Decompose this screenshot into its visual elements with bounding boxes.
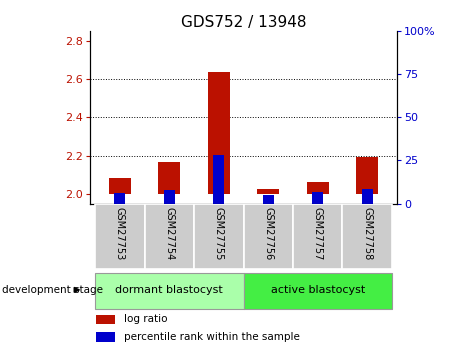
Bar	[312, 192, 323, 204]
Bar	[362, 189, 373, 204]
Bar	[95, 273, 244, 308]
Bar	[263, 195, 274, 204]
Text: GSM27754: GSM27754	[164, 207, 175, 260]
Bar	[257, 189, 280, 194]
Bar	[97, 315, 115, 324]
Bar	[109, 178, 131, 194]
Text: GSM27756: GSM27756	[263, 207, 273, 260]
Bar	[194, 204, 244, 269]
Bar	[213, 155, 224, 204]
Bar	[244, 273, 392, 308]
Bar	[97, 332, 115, 342]
Title: GDS752 / 13948: GDS752 / 13948	[181, 15, 306, 30]
Bar	[145, 204, 194, 269]
Text: log ratio: log ratio	[124, 315, 167, 324]
Bar	[244, 204, 293, 269]
Bar	[158, 162, 180, 194]
Text: GSM27753: GSM27753	[115, 207, 125, 260]
Bar	[342, 204, 392, 269]
Bar	[356, 157, 378, 194]
Text: GSM27755: GSM27755	[214, 207, 224, 260]
Bar	[293, 204, 342, 269]
Text: active blastocyst: active blastocyst	[271, 285, 365, 295]
Text: dormant blastocyst: dormant blastocyst	[115, 285, 223, 295]
Bar	[95, 204, 145, 269]
Text: percentile rank within the sample: percentile rank within the sample	[124, 332, 300, 342]
Bar	[307, 181, 329, 194]
Bar	[115, 193, 125, 204]
Text: GSM27757: GSM27757	[313, 207, 323, 260]
Bar	[207, 72, 230, 194]
Bar	[164, 190, 175, 204]
Text: GSM27758: GSM27758	[362, 207, 372, 260]
Text: development stage: development stage	[2, 285, 103, 295]
